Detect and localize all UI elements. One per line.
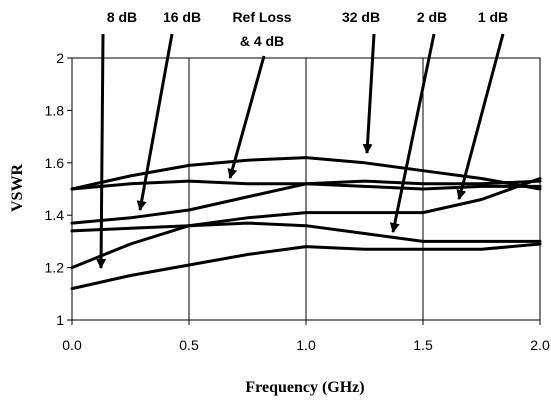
callout-arrow-2-db [389,33,436,233]
y-tick-label: 1.2 [45,260,65,276]
callout-arrow-ref-loss [227,55,266,179]
callout-label-4-db: & 4 dB [240,33,284,49]
x-tick-label: 0.0 [62,337,82,353]
y-tick-label: 1.8 [45,102,65,118]
x-tick-label: 0.5 [179,337,199,353]
callout-label-16-db: 16 dB [163,9,201,25]
callout-label-8-db: 8 dB [107,9,137,25]
series-lines [70,156,542,291]
x-tick-label: 1.0 [296,337,316,353]
y-tick-label: 1.6 [45,155,65,171]
y-tick-label: 2 [56,50,64,66]
x-tick-label: 2.0 [530,337,550,353]
callout-label-32-db: 32 dB [342,9,380,25]
callout-label-ref-loss: Ref Loss [232,9,291,25]
series-line-8-db [70,177,542,270]
callout-arrow-8-db [96,33,107,269]
y-axis-title: VSWR [9,164,26,212]
series-line-32-db [70,156,542,191]
y-tick-label: 1.4 [45,207,65,223]
series-line-2-db [70,221,542,243]
tick-labels: 0.0 0.5 1.0 1.5 2.0 1 1.2 1.4 1.6 1.8 2 [45,50,550,353]
callout-arrow-16-db [136,33,174,211]
callout-arrow-32-db [362,33,376,154]
callouts: 8 dB 16 dB Ref Loss & 4 dB 32 dB 2 dB 1 dB [96,9,508,269]
callout-arrow-1-db [456,33,505,200]
series-line-1-db [70,242,542,291]
x-tick-label: 1.5 [413,337,433,353]
x-axis-title: Frequency (GHz) [245,379,364,396]
y-tick-label: 1 [56,312,64,328]
callout-label-1-db: 1 dB [478,9,508,25]
callout-label-2-db: 2 dB [417,9,447,25]
gridlines [188,58,424,320]
